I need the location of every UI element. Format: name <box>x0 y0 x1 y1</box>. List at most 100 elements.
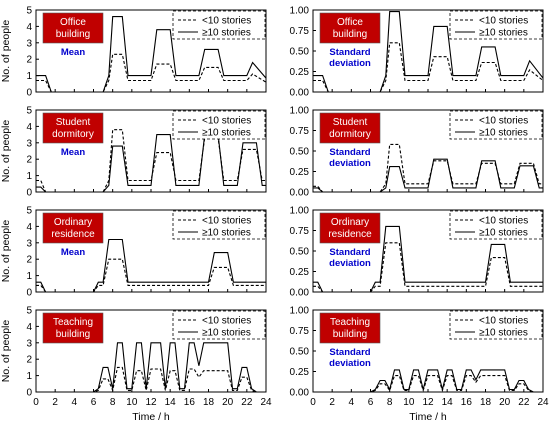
building-badge <box>42 12 104 44</box>
statistic-label: deviation <box>329 58 371 69</box>
y-tick-label: 1.00 <box>290 306 310 317</box>
building-badge <box>42 212 104 244</box>
x-tick-label: 8 <box>110 397 116 408</box>
y-tick-label: 1.00 <box>290 206 310 217</box>
x-tick-label: 10 <box>126 397 138 408</box>
legend-label: ≥10 stories <box>202 228 251 239</box>
x-tick-label: 14 <box>442 397 454 408</box>
statistic-label: Standard <box>329 247 370 258</box>
y-tick-label: 2 <box>26 155 32 166</box>
y-tick-label: 0 <box>26 388 32 399</box>
building-label: Ordinary <box>54 217 92 228</box>
y-tick-label: 0.00 <box>290 188 310 199</box>
x-tick-label: 4 <box>72 397 78 408</box>
y-tick-label: 4 <box>26 222 32 233</box>
statistic-label: Mean <box>61 247 85 258</box>
plot-frame <box>312 209 544 293</box>
y-tick-label: 4 <box>26 322 32 333</box>
building-label: building <box>56 329 90 340</box>
y-tick-label: 1.00 <box>290 106 310 117</box>
legend-label: <10 stories <box>202 316 251 327</box>
x-tick-label: 16 <box>184 397 196 408</box>
y-tick-label: 0.50 <box>290 247 310 258</box>
plot-frame <box>312 9 544 93</box>
y-tick-label: 1 <box>26 71 32 82</box>
legend-label: <10 stories <box>202 216 251 227</box>
building-label: Student <box>56 117 91 128</box>
y-tick-label: 4 <box>26 22 32 33</box>
x-axis-label: Time / h <box>132 411 170 423</box>
y-tick-label: 3 <box>26 38 32 49</box>
legend-label: ≥10 stories <box>479 28 528 39</box>
statistic-label: deviation <box>329 358 371 369</box>
y-tick-label: 3 <box>26 238 32 249</box>
legend-label: ≥10 stories <box>202 128 251 139</box>
statistic-label: Standard <box>329 147 370 158</box>
y-tick-label: 0.50 <box>290 147 310 158</box>
legend-box <box>449 310 543 340</box>
plot-frame <box>312 109 544 193</box>
series-line-lt10 <box>313 242 543 293</box>
y-tick-label: 3 <box>26 138 32 149</box>
statistic-label: Mean <box>61 47 85 58</box>
plot-frame <box>35 209 267 293</box>
y-tick-label: 0.75 <box>290 226 310 237</box>
x-tick-label: 24 <box>260 397 272 408</box>
y-tick-label: 0.25 <box>290 267 310 278</box>
legend-label: <10 stories <box>202 116 251 127</box>
legend-label: <10 stories <box>479 16 528 27</box>
building-label: Teaching <box>330 317 370 328</box>
panel-2: 0.00 0.25 0.50 0.75 1.00 <10 stories≥10 stori… <box>290 6 544 99</box>
plot-frame <box>312 309 544 393</box>
statistic-label: Standard <box>329 347 370 358</box>
x-tick-label: 0 <box>310 397 316 408</box>
building-label: dormitory <box>52 129 94 140</box>
x-tick-label: 2 <box>52 397 58 408</box>
x-tick-label: 2 <box>329 397 335 408</box>
building-label: residence <box>51 229 95 240</box>
y-tick-label: 0.75 <box>290 126 310 137</box>
legend-label: <10 stories <box>479 216 528 227</box>
y-tick-label: 4 <box>26 122 32 133</box>
plot-frame <box>35 109 267 193</box>
y-tick-label: 0.25 <box>290 67 310 78</box>
x-tick-label: 8 <box>387 397 393 408</box>
x-tick-label: 12 <box>145 397 157 408</box>
panel-1: No. of people 0 1 2 3 4 5 <10 stories≥10 storie… <box>0 6 267 99</box>
y-tick-label: 5 <box>26 206 32 217</box>
x-tick-label: 20 <box>499 397 511 408</box>
series-line-lt10 <box>313 375 543 393</box>
x-tick-label: 18 <box>203 397 215 408</box>
y-tick-label: 0.75 <box>290 26 310 37</box>
building-label: Teaching <box>53 317 93 328</box>
legend-label: ≥10 stories <box>479 128 528 139</box>
y-tick-label: 0 <box>26 188 32 199</box>
series-line-ge10 <box>313 369 543 393</box>
y-axis-label: No. of people <box>0 120 12 183</box>
y-tick-label: 0.00 <box>290 88 310 99</box>
panel-5: No. of people 0 1 2 3 4 5 <10 stories≥10 storie… <box>0 206 267 299</box>
legend-box <box>172 210 266 240</box>
series-line-ge10 <box>36 342 266 393</box>
panel-4: 0.00 0.25 0.50 0.75 1.00 <10 stories≥10 stori… <box>290 106 544 199</box>
y-tick-label: 5 <box>26 6 32 17</box>
x-axis-label: Time / h <box>409 411 447 423</box>
building-label: building <box>333 29 367 40</box>
x-tick-label: 6 <box>91 397 97 408</box>
legend-label: <10 stories <box>202 16 251 27</box>
x-tick-label: 22 <box>241 397 253 408</box>
legend-label: ≥10 stories <box>479 328 528 339</box>
y-axis-label: No. of people <box>0 20 12 83</box>
y-axis-label: No. of people <box>0 320 12 383</box>
building-label: residence <box>328 229 372 240</box>
y-tick-label: 0.50 <box>290 347 310 358</box>
y-tick-label: 0.75 <box>290 326 310 337</box>
y-tick-label: 0.25 <box>290 167 310 178</box>
legend-box <box>449 10 543 40</box>
building-badge <box>42 312 104 344</box>
legend-box <box>449 210 543 240</box>
building-label: building <box>56 29 90 40</box>
y-tick-label: 1 <box>26 271 32 282</box>
y-tick-label: 0.00 <box>290 388 310 399</box>
